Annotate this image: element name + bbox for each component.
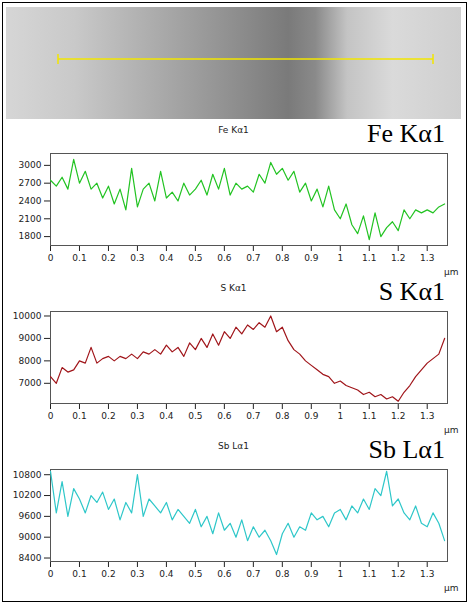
- html-text:S Kα1: S Kα1: [378, 277, 445, 306]
- svg-text:10200: 10200: [13, 490, 42, 500]
- svg-text:2400: 2400: [19, 196, 42, 206]
- svg-text:0.4: 0.4: [159, 411, 174, 421]
- svg-text:2700: 2700: [19, 178, 42, 188]
- svg-text:1: 1: [337, 411, 343, 421]
- svg-text:µm: µm: [444, 583, 459, 593]
- svg-text:0.8: 0.8: [275, 411, 290, 421]
- svg-text:0.4: 0.4: [159, 253, 174, 263]
- svg-text:0: 0: [48, 411, 54, 421]
- svg-text:1.2: 1.2: [391, 253, 405, 263]
- svg-text:0.2: 0.2: [101, 569, 115, 579]
- svg-text:0.3: 0.3: [130, 253, 144, 263]
- svg-text:1.3: 1.3: [420, 569, 434, 579]
- svg-text:0: 0: [48, 253, 54, 263]
- svg-text:0.5: 0.5: [188, 411, 202, 421]
- svg-text:1.3: 1.3: [420, 253, 434, 263]
- svg-text:0.8: 0.8: [275, 569, 290, 579]
- svg-text:9000: 9000: [19, 532, 42, 542]
- svg-text:0.9: 0.9: [304, 569, 319, 579]
- svg-text:1.1: 1.1: [362, 569, 376, 579]
- svg-text:9600: 9600: [19, 511, 42, 521]
- svg-text:2100: 2100: [19, 214, 42, 224]
- html-text:S Kα1: S Kα1: [220, 283, 247, 293]
- svg-text:0.6: 0.6: [217, 569, 232, 579]
- svg-text:0.1: 0.1: [72, 411, 86, 421]
- svg-text:0.6: 0.6: [217, 411, 232, 421]
- svg-text:8400: 8400: [19, 553, 42, 563]
- svg-text:9000: 9000: [19, 333, 42, 343]
- svg-text:0: 0: [48, 569, 54, 579]
- svg-text:1: 1: [337, 569, 343, 579]
- svg-text:0.2: 0.2: [101, 253, 115, 263]
- svg-text:8000: 8000: [19, 356, 42, 366]
- svg-text:1.1: 1.1: [362, 253, 376, 263]
- html-text:Sb Lα1: Sb Lα1: [368, 435, 445, 464]
- svg-text:1.1: 1.1: [362, 411, 376, 421]
- svg-text:0.1: 0.1: [72, 253, 86, 263]
- svg-text:µm: µm: [444, 267, 459, 277]
- svg-text:0.5: 0.5: [188, 253, 202, 263]
- html-text:Fe Kα1: Fe Kα1: [218, 125, 249, 135]
- svg-text:7000: 7000: [19, 378, 42, 388]
- html-text:Fe Kα1: Fe Kα1: [367, 119, 445, 148]
- svg-text:0.6: 0.6: [217, 253, 232, 263]
- svg-text:10800: 10800: [13, 470, 42, 480]
- svg-text:0.1: 0.1: [72, 569, 86, 579]
- svg-text:0.9: 0.9: [304, 411, 319, 421]
- svg-text:1.2: 1.2: [391, 569, 405, 579]
- svg-text:0.7: 0.7: [246, 411, 260, 421]
- svg-text:1: 1: [337, 253, 343, 263]
- svg-text:1800: 1800: [19, 231, 42, 241]
- svg-text:µm: µm: [444, 425, 459, 435]
- svg-text:0.9: 0.9: [304, 253, 319, 263]
- svg-text:0.3: 0.3: [130, 569, 144, 579]
- svg-text:0.7: 0.7: [246, 569, 260, 579]
- svg-text:1.2: 1.2: [391, 411, 405, 421]
- svg-text:0.4: 0.4: [159, 569, 174, 579]
- svg-text:0.8: 0.8: [275, 253, 290, 263]
- svg-text:10000: 10000: [13, 311, 42, 321]
- svg-text:0.7: 0.7: [246, 253, 260, 263]
- svg-text:1.3: 1.3: [420, 411, 434, 421]
- svg-text:0.5: 0.5: [188, 569, 202, 579]
- html-text:Sb Lα1: Sb Lα1: [218, 441, 249, 451]
- svg-text:0.3: 0.3: [130, 411, 144, 421]
- svg-text:0.2: 0.2: [101, 411, 115, 421]
- svg-text:3000: 3000: [19, 160, 42, 170]
